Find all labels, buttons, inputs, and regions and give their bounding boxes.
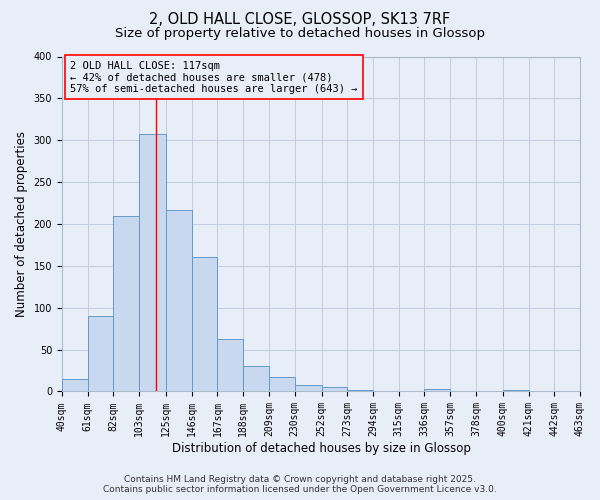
Y-axis label: Number of detached properties: Number of detached properties bbox=[15, 131, 28, 317]
Bar bbox=[503, 390, 529, 392]
X-axis label: Distribution of detached houses by size in Glossop: Distribution of detached houses by size … bbox=[172, 442, 470, 455]
Bar bbox=[295, 385, 322, 392]
Text: Size of property relative to detached houses in Glossop: Size of property relative to detached ho… bbox=[115, 28, 485, 40]
Bar bbox=[113, 216, 139, 392]
Bar bbox=[322, 388, 347, 392]
Bar bbox=[347, 390, 373, 392]
Bar bbox=[424, 389, 450, 392]
Bar bbox=[62, 379, 88, 392]
Text: 2, OLD HALL CLOSE, GLOSSOP, SK13 7RF: 2, OLD HALL CLOSE, GLOSSOP, SK13 7RF bbox=[149, 12, 451, 28]
Bar bbox=[192, 258, 217, 392]
Text: Contains HM Land Registry data © Crown copyright and database right 2025.
Contai: Contains HM Land Registry data © Crown c… bbox=[103, 474, 497, 494]
Bar bbox=[88, 316, 113, 392]
Bar bbox=[139, 134, 166, 392]
Bar bbox=[269, 377, 295, 392]
Bar bbox=[373, 390, 399, 392]
Text: 2 OLD HALL CLOSE: 117sqm
← 42% of detached houses are smaller (478)
57% of semi-: 2 OLD HALL CLOSE: 117sqm ← 42% of detach… bbox=[70, 60, 358, 94]
Bar bbox=[243, 366, 269, 392]
Bar bbox=[450, 390, 476, 392]
Bar bbox=[580, 390, 600, 392]
Bar bbox=[217, 338, 243, 392]
Bar bbox=[166, 210, 192, 392]
